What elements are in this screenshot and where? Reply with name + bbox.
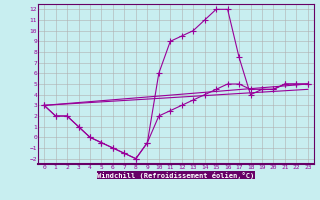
X-axis label: Windchill (Refroidissement éolien,°C): Windchill (Refroidissement éolien,°C): [97, 172, 255, 179]
